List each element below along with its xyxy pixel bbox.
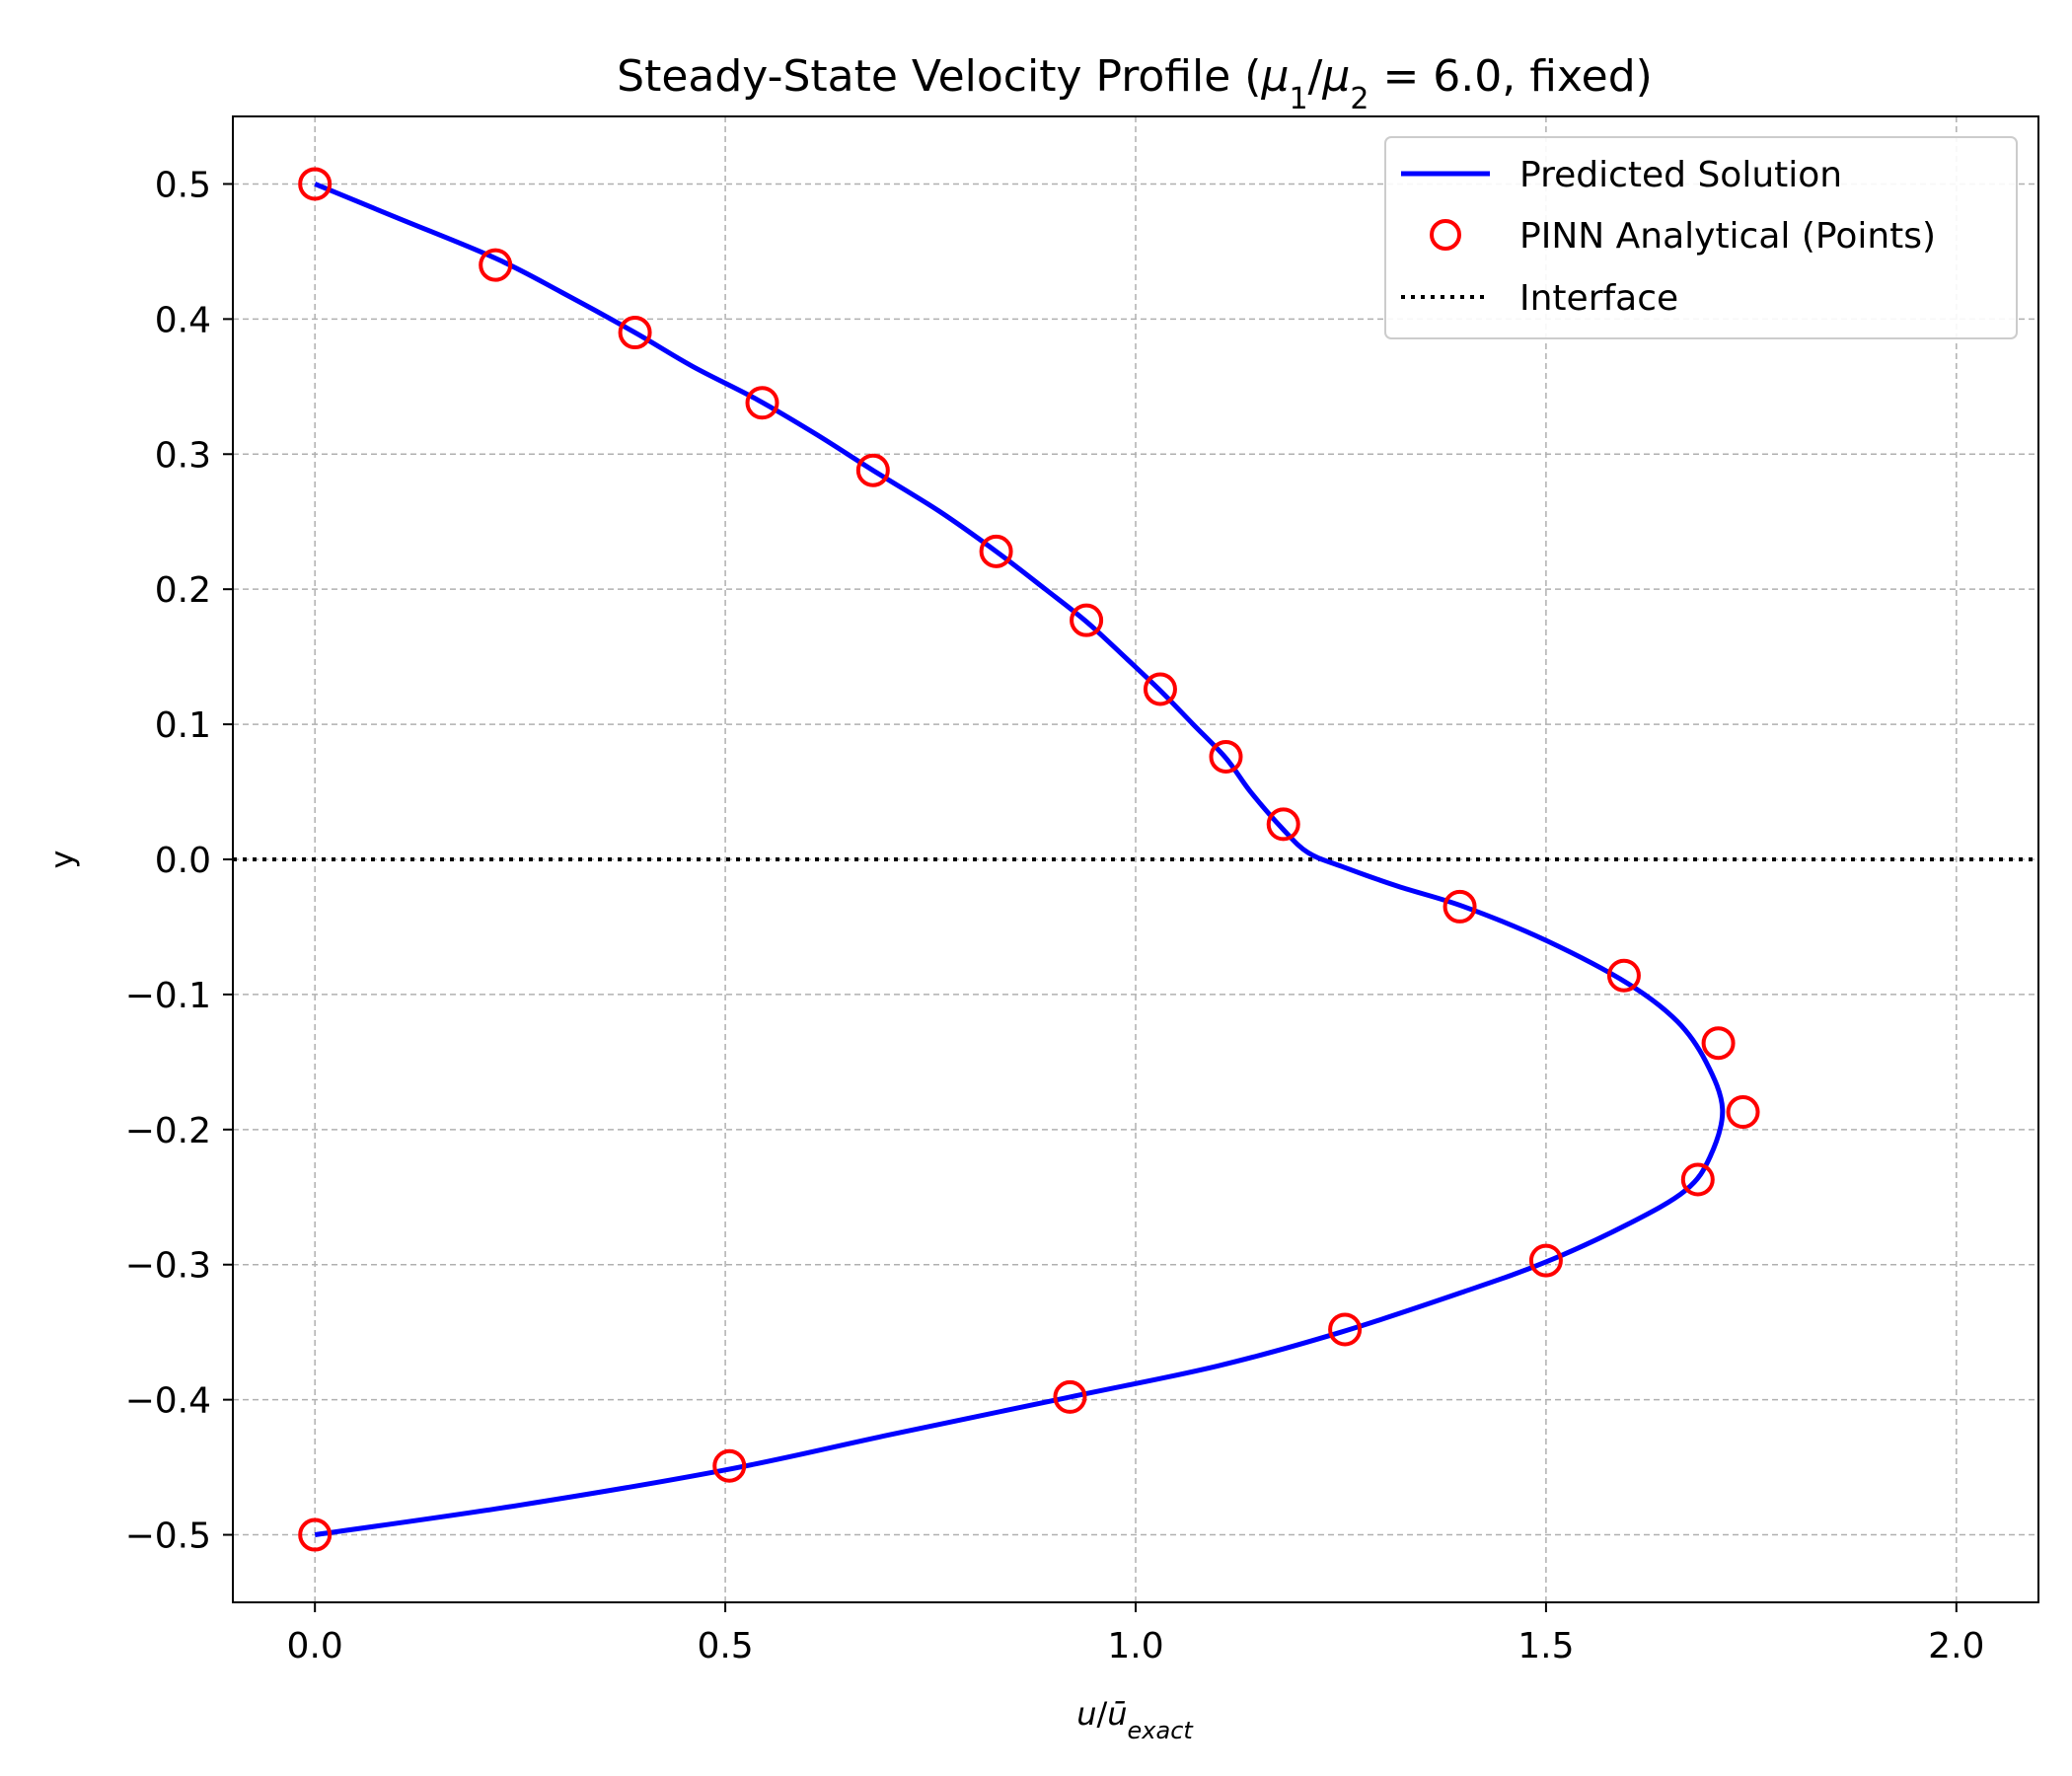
x-tick-label: 0.5 xyxy=(697,1626,753,1666)
title-sub1: 1 xyxy=(1289,82,1307,116)
pinn-points-layer xyxy=(298,167,1760,1552)
title-mu2: μ xyxy=(1321,51,1350,102)
x-tick-label: 1.5 xyxy=(1517,1626,1574,1666)
pinn-point-marker xyxy=(1443,889,1477,924)
predicted-solution-line xyxy=(314,182,1726,1538)
y-tick-label: −0.5 xyxy=(125,1517,211,1557)
y-tick-label: 0.4 xyxy=(155,300,211,340)
pinn-point-marker xyxy=(712,1448,747,1483)
pinn-point-marker xyxy=(1328,1312,1363,1347)
pinn-point-marker xyxy=(1701,1026,1736,1061)
xlabel-ubar: ū xyxy=(1107,1695,1127,1733)
pinn-point-marker xyxy=(1266,807,1300,842)
pinn-point-marker xyxy=(745,386,779,420)
title-sub2: 2 xyxy=(1350,82,1369,116)
x-axis-label: u/ūexact xyxy=(1076,1695,1194,1744)
x-ticks: 0.0 0.5 1.0 1.5 2.0 xyxy=(287,1602,1984,1666)
xlabel-u: u xyxy=(1076,1695,1096,1733)
pinn-point-marker xyxy=(1726,1095,1760,1130)
pinn-point-marker xyxy=(979,534,1013,568)
xlabel-subscript: exact xyxy=(1128,1717,1195,1744)
pinn-point-marker xyxy=(1053,1379,1087,1414)
legend-label-pinn: PINN Analytical (Points) xyxy=(1519,216,1936,257)
chart-title: Steady-State Velocity Profile (μ1/μ2 = 6… xyxy=(617,51,1653,116)
y-tick-label: −0.2 xyxy=(125,1111,211,1151)
title-prefix: Steady-State Velocity Profile ( xyxy=(617,51,1261,102)
predicted-solution-layer xyxy=(314,182,1726,1538)
legend-label-predicted: Predicted Solution xyxy=(1519,155,1842,195)
x-tick-label: 2.0 xyxy=(1928,1626,1984,1666)
pinn-point-marker xyxy=(1528,1243,1563,1278)
title-ratio-value: = 6.0 xyxy=(1369,51,1502,102)
pinn-point-marker xyxy=(1606,958,1641,993)
pinn-point-marker xyxy=(1070,603,1104,637)
y-tick-label: 0.3 xyxy=(155,435,211,476)
xlabel-slash: / xyxy=(1096,1695,1107,1733)
legend-box xyxy=(1384,136,2018,339)
pinn-point-marker xyxy=(479,248,513,282)
y-tick-label: −0.3 xyxy=(125,1246,211,1287)
y-ticks: 0.5 0.4 0.3 0.2 0.1 0.0 −0.1 −0.2 −0.3 −0.4 −0.5 xyxy=(125,165,233,1557)
title-suffix: , fixed) xyxy=(1502,51,1653,102)
pinn-point-marker xyxy=(1680,1162,1715,1197)
y-tick-label: 0.2 xyxy=(155,570,211,611)
pinn-point-marker xyxy=(298,167,333,201)
y-tick-label: 0.1 xyxy=(155,705,211,746)
y-axis-label: y xyxy=(43,851,81,869)
legend-marker-swatch xyxy=(1430,219,1461,251)
y-tick-label: −0.1 xyxy=(125,976,211,1016)
pinn-point-marker xyxy=(1209,739,1243,774)
y-tick-label: −0.4 xyxy=(125,1381,211,1422)
legend-label-interface: Interface xyxy=(1519,278,1678,319)
pinn-point-marker xyxy=(298,1517,333,1552)
pinn-point-marker xyxy=(1143,672,1177,706)
y-tick-label: 0.0 xyxy=(155,841,211,881)
x-tick-label: 1.0 xyxy=(1107,1626,1163,1666)
y-tick-label: 0.5 xyxy=(155,165,211,205)
title-mu1: μ xyxy=(1260,51,1289,102)
pinn-point-marker xyxy=(855,453,890,487)
pinn-point-marker xyxy=(618,316,652,350)
x-tick-label: 0.0 xyxy=(287,1626,343,1666)
title-slash: / xyxy=(1308,51,1323,102)
legend: Predicted Solution PINN Analytical (Poin… xyxy=(1384,136,2018,339)
